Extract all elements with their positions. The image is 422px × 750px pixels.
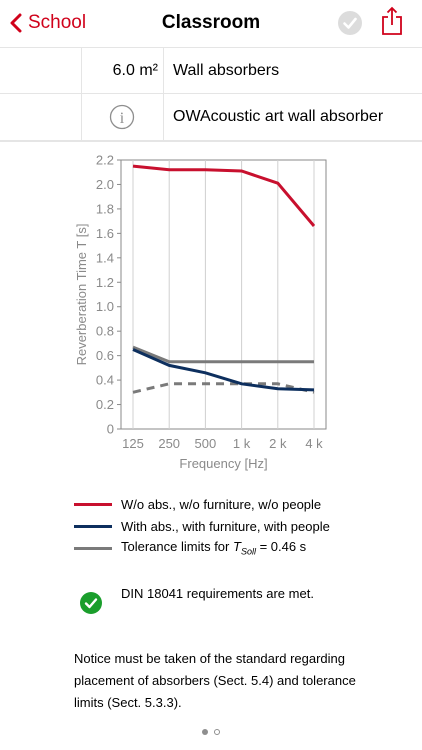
x-axis-label: Frequency [Hz] bbox=[179, 456, 267, 471]
navigation-bar: School Classroom bbox=[0, 0, 422, 44]
share-icon[interactable] bbox=[380, 6, 404, 36]
x-tick-label: 250 bbox=[158, 436, 180, 451]
y-tick-label: 0.6 bbox=[96, 348, 114, 363]
y-tick-label: 1.4 bbox=[96, 250, 114, 265]
divider bbox=[0, 141, 422, 142]
product-row[interactable]: i OWAcoustic art wall absorber bbox=[0, 94, 422, 141]
y-tick-label: 2.2 bbox=[96, 153, 114, 168]
absorber-area-row[interactable]: 6.0 m² Wall absorbers bbox=[0, 47, 422, 94]
back-button[interactable]: School bbox=[10, 9, 86, 37]
series-without-absorbers bbox=[132, 164, 316, 227]
status-text: DIN 18041 requirements are met. bbox=[121, 586, 314, 601]
legend-swatch-blue bbox=[74, 524, 112, 528]
tolerance-lower-line bbox=[132, 382, 315, 394]
plot-frame bbox=[120, 159, 327, 430]
x-tick-label: 500 bbox=[195, 436, 217, 451]
legend-suffix: = 0.46 s bbox=[255, 539, 307, 555]
x-tick-label: 4 k bbox=[305, 436, 323, 451]
legend-label: With abs., with furniture, with people bbox=[121, 518, 330, 534]
reverberation-chart: 0 0.2 0.4 0.6 0.8 1.0 1.2 1.4 1.6 1.8 2.0 2.2 125 250… bbox=[0, 150, 422, 480]
legend-item-without-absorbers: W/o abs., w/o furniture, w/o people bbox=[74, 493, 404, 515]
y-tick-label: 0.8 bbox=[96, 324, 114, 339]
y-axis-label: Reverberation Time T [s] bbox=[74, 224, 89, 366]
legend-item-tolerance: Tolerance limits for TSoll = 0.46 s bbox=[74, 537, 404, 559]
page-dot-1[interactable] bbox=[202, 729, 208, 735]
y-tick-label: 0.2 bbox=[96, 397, 114, 412]
divider bbox=[163, 48, 164, 93]
x-tick-label: 2 k bbox=[269, 436, 287, 451]
y-tick-label: 1.0 bbox=[96, 299, 114, 314]
legend-prefix: Tolerance limits for bbox=[121, 539, 233, 555]
y-tick-label: 1.6 bbox=[96, 226, 114, 241]
divider bbox=[81, 94, 82, 140]
divider bbox=[163, 94, 164, 140]
y-tick-label: 0 bbox=[107, 422, 114, 437]
legend-swatch-red bbox=[74, 502, 112, 506]
chevron-left-icon bbox=[10, 13, 22, 33]
legend-t: T bbox=[232, 539, 241, 555]
x-tick-label: 125 bbox=[122, 436, 144, 451]
x-tick-label: 1 k bbox=[233, 436, 251, 451]
legend-swatch-gray bbox=[74, 546, 112, 550]
legend-label: Tolerance limits for TSoll = 0.46 s bbox=[121, 539, 306, 557]
check-circle-icon bbox=[80, 592, 102, 614]
y-tick-label: 1.8 bbox=[96, 201, 114, 216]
divider bbox=[81, 48, 82, 93]
page-dot-2[interactable] bbox=[214, 729, 220, 735]
page-title: Classroom bbox=[161, 12, 261, 33]
product-label: OWAcoustic art wall absorber bbox=[173, 108, 384, 125]
legend-item-with-absorbers: With abs., with furniture, with people bbox=[74, 515, 404, 537]
notice-text: Notice must be taken of the standard reg… bbox=[74, 651, 356, 710]
info-icon[interactable]: i bbox=[109, 104, 135, 130]
y-tick-label: 1.2 bbox=[96, 275, 114, 290]
y-tick-label: 2.0 bbox=[96, 177, 114, 192]
chart-svg: 0 0.2 0.4 0.6 0.8 1.0 1.2 1.4 1.6 1.8 2.0 2.2 125 250… bbox=[74, 153, 327, 471]
tolerance-upper-line bbox=[132, 345, 314, 364]
absorber-type-label: Wall absorbers bbox=[173, 62, 280, 79]
requirements-status: DIN 18041 requirements are met. bbox=[80, 580, 400, 624]
legend-sub: Soll bbox=[240, 546, 256, 557]
back-button-label: School bbox=[28, 12, 87, 33]
area-value: 6.0 m² bbox=[112, 62, 158, 79]
series-with-absorbers bbox=[132, 348, 315, 392]
y-tick-label: 0.4 bbox=[96, 373, 114, 388]
chart-legend: W/o abs., w/o furniture, w/o people With… bbox=[74, 493, 404, 559]
svg-text:i: i bbox=[120, 110, 125, 127]
check-circle-icon[interactable] bbox=[337, 10, 363, 36]
page-control[interactable] bbox=[0, 729, 422, 739]
legend-label: W/o abs., w/o furniture, w/o people bbox=[121, 496, 322, 512]
